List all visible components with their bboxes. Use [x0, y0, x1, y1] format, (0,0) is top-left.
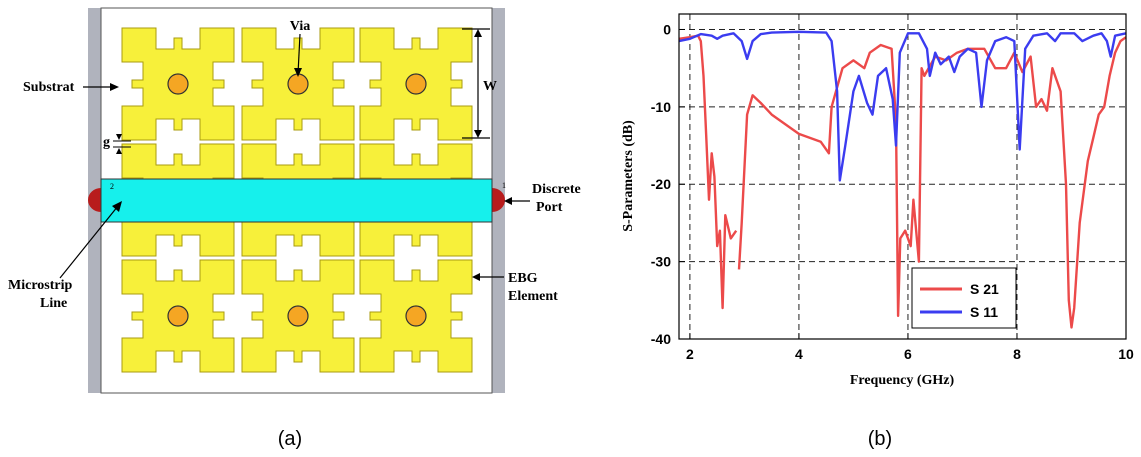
substrat-label: Substrat	[23, 80, 75, 95]
plot-frame	[678, 13, 1127, 340]
via-arrowhead	[294, 68, 302, 77]
ebg-patch-grid	[121, 27, 473, 373]
legend-label-s11: S 11	[970, 304, 998, 320]
via-hole	[167, 73, 189, 95]
via-hole	[405, 73, 427, 95]
microstrip-arrowhead	[112, 201, 122, 212]
ebg-element-label-line1: EBG	[508, 271, 538, 286]
g-arrowhead-up	[116, 148, 122, 154]
x-tick-label: 2	[686, 346, 694, 362]
x-tick-label: 6	[904, 346, 912, 362]
w-arrowhead-down	[474, 130, 482, 138]
via-label: Via	[290, 19, 310, 34]
discrete-port-label-line1: Discrete	[532, 182, 581, 197]
y-axis-ticks: 0 -10 -20 -30 -40	[651, 21, 685, 347]
chart-series	[678, 30, 1127, 329]
via-hole	[167, 305, 189, 327]
via-arrow	[297, 33, 301, 75]
panel-b-s-parameter-chart: 2 4 6 8 10 0 -10 -20 -30 -40 Frequency (GHz) S-P…	[621, 13, 1134, 450]
y-tick-label: -30	[651, 254, 671, 270]
legend-box	[911, 267, 1017, 329]
y-tick-label: -10	[651, 99, 671, 115]
panel-a-ebg-structure: 2 1 Via Substrat W g Discrete Port Micro…	[8, 7, 581, 450]
x-tick-label: 8	[1013, 346, 1021, 362]
w-label: W	[483, 79, 497, 94]
x-axis-label: Frequency (GHz)	[850, 373, 955, 388]
series-line-s11	[678, 30, 1127, 182]
series-line-s21	[678, 34, 738, 310]
microstrip-arrow	[59, 205, 119, 279]
y-axis-label: S-Parameters (dB)	[621, 120, 636, 232]
via-hole	[287, 305, 309, 327]
ebg-element-label-line2: Element	[508, 289, 558, 304]
y-tick-label: -20	[651, 176, 671, 192]
discrete-port-arrowhead	[504, 197, 512, 205]
x-tick-label: 10	[1118, 346, 1134, 362]
g-label: g	[103, 135, 110, 150]
microstrip-line	[100, 178, 493, 223]
port-2-label: 2	[110, 182, 114, 191]
y-tick-label: -40	[651, 331, 671, 347]
w-arrowhead-up	[474, 29, 482, 37]
port-1-label: 1	[502, 181, 506, 190]
g-arrowhead-down	[116, 134, 122, 140]
x-axis-ticks: 2 4 6 8 10	[686, 333, 1134, 362]
x-tick-label: 4	[795, 346, 803, 362]
legend-label-s21: S 21	[970, 281, 999, 297]
via-hole	[405, 305, 427, 327]
via-group	[167, 73, 427, 327]
plot-area	[679, 14, 1126, 339]
microstrip-label-line1: Microstrip	[8, 278, 72, 293]
ebg-element-arrowhead	[472, 273, 480, 281]
chart-grid	[679, 14, 1126, 339]
discrete-port-label-line2: Port	[536, 200, 563, 215]
panel-a-caption: (a)	[278, 428, 302, 450]
y-tick-label: 0	[663, 21, 671, 37]
microstrip-label-line2: Line	[40, 296, 67, 311]
chart-legend: S 21 S 11	[911, 267, 1017, 329]
panel-b-caption: (b)	[868, 428, 892, 450]
substrat-arrowhead	[110, 83, 119, 91]
